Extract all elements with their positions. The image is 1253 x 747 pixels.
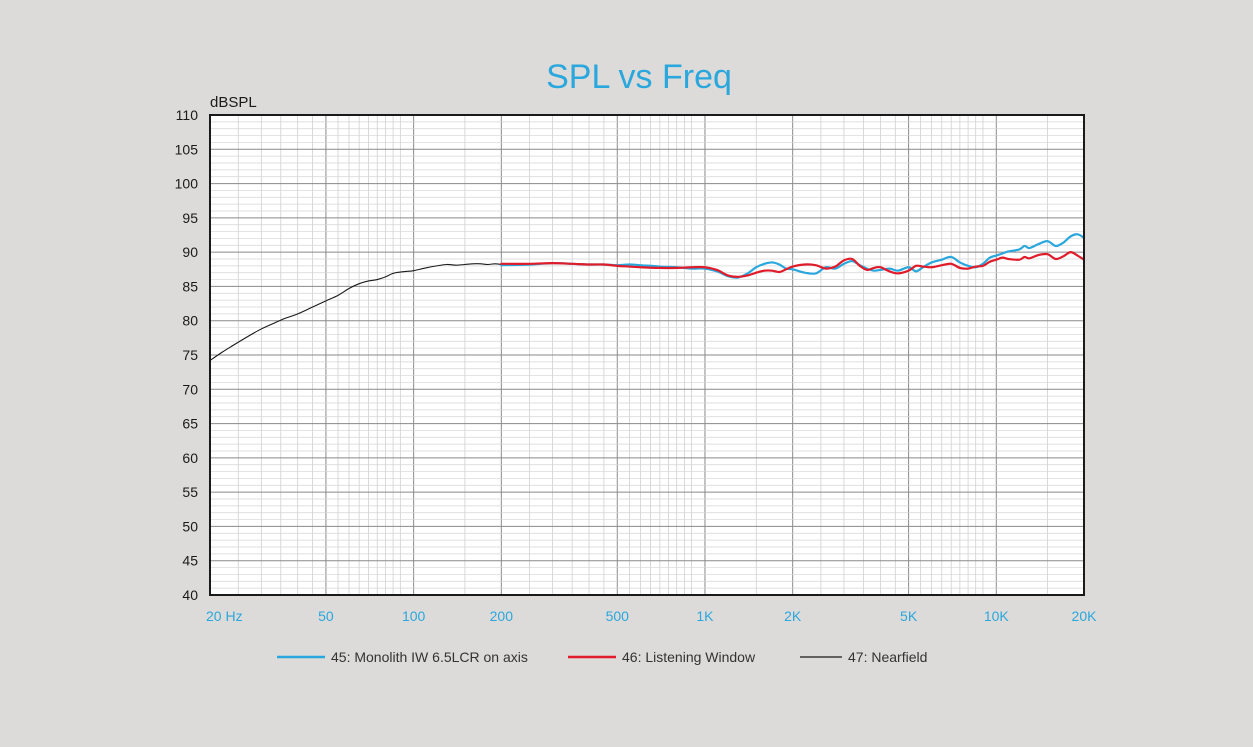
x-tick-label: 500 <box>606 608 630 624</box>
series-line-nearfield <box>209 263 502 362</box>
y-axis-label: dBSPL <box>210 94 257 111</box>
x-tick-label: 200 <box>490 608 514 624</box>
plot-frame <box>209 114 1085 596</box>
legend: 45: Monolith IW 6.5LCR on axis 46: Listen… <box>277 649 927 665</box>
y-tick-label: 55 <box>182 484 198 500</box>
chart-title: SPL vs Freq <box>546 58 732 96</box>
y-tick-label: 40 <box>182 587 198 603</box>
y-tick-label: 100 <box>175 176 199 192</box>
y-tick-label: 75 <box>182 347 198 363</box>
x-tick-label: 100 <box>402 608 426 624</box>
x-tick-label: 20K <box>1072 608 1098 624</box>
legend-label: 45: Monolith IW 6.5LCR on axis <box>331 649 528 665</box>
y-tick-label: 50 <box>182 518 198 534</box>
x-tick-label: 10K <box>984 608 1010 624</box>
x-tick-label: 50 <box>318 608 334 624</box>
y-tick-label: 80 <box>182 313 198 329</box>
x-tick-label: 1K <box>696 608 714 624</box>
y-tick-label: 70 <box>182 381 198 397</box>
legend-label: 46: Listening Window <box>622 649 756 665</box>
x-tick-label: 5K <box>900 608 918 624</box>
y-tick-labels: 110 105 100 95 90 85 80 75 70 65 60 55 50 45 40 <box>175 107 199 603</box>
y-tick-label: 95 <box>182 210 198 226</box>
y-tick-label: 60 <box>182 450 198 466</box>
grid-lines <box>209 114 1085 596</box>
legend-label: 47: Nearfield <box>848 649 927 665</box>
y-tick-label: 105 <box>175 141 199 157</box>
series-layer <box>209 233 1086 362</box>
series-line-listening-window <box>500 251 1086 278</box>
y-tick-label: 85 <box>182 278 198 294</box>
y-tick-label: 110 <box>176 107 199 123</box>
x-tick-label: 20 Hz <box>206 608 243 624</box>
x-tick-labels: 20 Hz 50 100 200 500 1K 2K 5K 10K 20K <box>206 608 1097 624</box>
y-tick-label: 65 <box>182 416 198 432</box>
y-tick-label: 45 <box>182 553 198 569</box>
x-tick-label: 2K <box>784 608 802 624</box>
y-tick-label: 90 <box>182 244 198 260</box>
